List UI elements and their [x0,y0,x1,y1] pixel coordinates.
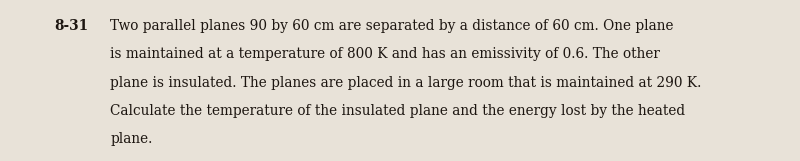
Text: is maintained at a temperature of 800 K and has an emissivity of 0.6. The other: is maintained at a temperature of 800 K … [110,47,660,62]
Text: Calculate the temperature of the insulated plane and the energy lost by the heat: Calculate the temperature of the insulat… [110,104,686,118]
Text: Two parallel planes 90 by 60 cm are separated by a distance of 60 cm. One plane: Two parallel planes 90 by 60 cm are sepa… [110,19,674,33]
Text: plane is insulated. The planes are placed in a large room that is maintained at : plane is insulated. The planes are place… [110,76,702,90]
Text: 8-31: 8-31 [54,19,89,33]
Text: plane.: plane. [110,132,153,146]
